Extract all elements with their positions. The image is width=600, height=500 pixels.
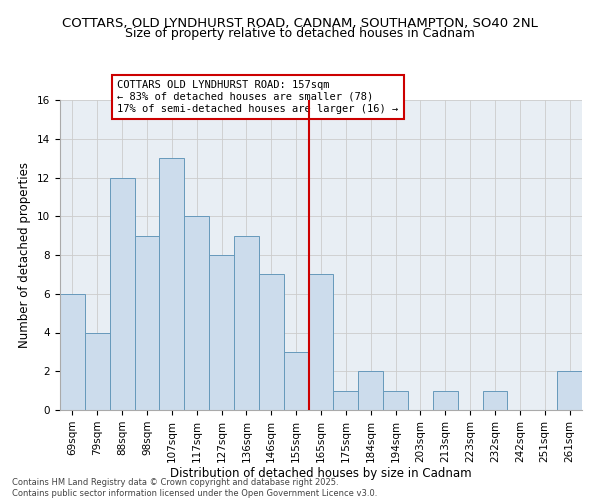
Text: Contains HM Land Registry data © Crown copyright and database right 2025.
Contai: Contains HM Land Registry data © Crown c…	[12, 478, 377, 498]
Text: Size of property relative to detached houses in Cadnam: Size of property relative to detached ho…	[125, 28, 475, 40]
Bar	[234, 236, 259, 410]
Bar	[209, 255, 234, 410]
Bar	[60, 294, 85, 410]
Bar	[160, 158, 184, 410]
Bar	[110, 178, 134, 410]
Bar	[308, 274, 334, 410]
Y-axis label: Number of detached properties: Number of detached properties	[19, 162, 31, 348]
X-axis label: Distribution of detached houses by size in Cadnam: Distribution of detached houses by size …	[170, 468, 472, 480]
Bar	[482, 390, 508, 410]
Bar	[334, 390, 358, 410]
Bar	[383, 390, 408, 410]
Bar	[134, 236, 160, 410]
Bar	[284, 352, 308, 410]
Bar	[358, 371, 383, 410]
Bar	[259, 274, 284, 410]
Bar	[184, 216, 209, 410]
Text: COTTARS, OLD LYNDHURST ROAD, CADNAM, SOUTHAMPTON, SO40 2NL: COTTARS, OLD LYNDHURST ROAD, CADNAM, SOU…	[62, 18, 538, 30]
Bar	[85, 332, 110, 410]
Bar	[557, 371, 582, 410]
Text: COTTARS OLD LYNDHURST ROAD: 157sqm
← 83% of detached houses are smaller (78)
17%: COTTARS OLD LYNDHURST ROAD: 157sqm ← 83%…	[117, 80, 398, 114]
Bar	[433, 390, 458, 410]
